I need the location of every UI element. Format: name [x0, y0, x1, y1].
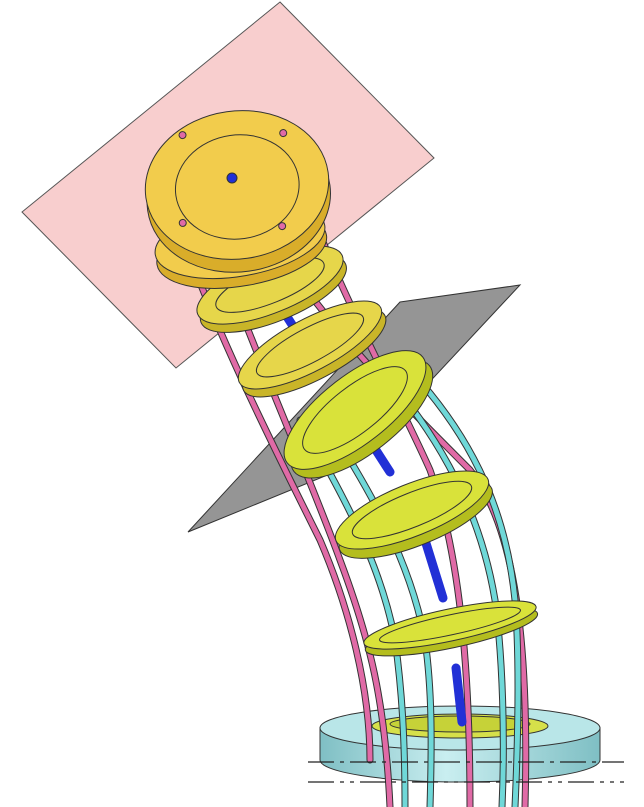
blue-segment	[420, 535, 448, 603]
upper-ring	[237, 300, 387, 398]
lower-ring	[334, 470, 493, 559]
top-ring	[144, 110, 331, 273]
blue-segment	[451, 663, 467, 727]
lower-ring	[363, 600, 539, 657]
lower-ring	[283, 350, 434, 479]
center-lines	[308, 761, 624, 783]
disc-rings	[144, 110, 539, 657]
